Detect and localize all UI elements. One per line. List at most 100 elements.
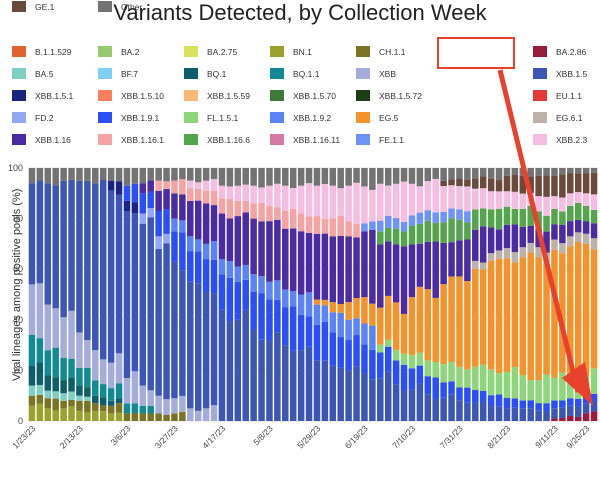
bar-segment-fl-1-5-1	[400, 353, 408, 365]
bar-segment-fe-1-1	[369, 221, 376, 230]
bar-segment-xbb-1-5	[305, 346, 313, 421]
bar-segment-eg-5	[590, 249, 598, 369]
bar-segment-xbb-1-16-1	[171, 180, 178, 194]
bar-segment-xbb-1-9-1	[416, 365, 424, 384]
bar-segment-xbb-1-5	[258, 339, 265, 421]
bar-segment-ch-1-1	[139, 413, 147, 421]
bar-segment-bn-1	[44, 408, 52, 421]
bar-segment-xbb-1-5	[559, 407, 566, 419]
bar-segment-xbb-1-9-1	[329, 332, 337, 366]
bar-segment-bq-1-1	[107, 388, 115, 401]
bar-segment-xbb-1-9-1	[503, 397, 511, 409]
bar-segment-xbb-1-5	[384, 371, 392, 421]
bar-segment-xbb-1-9-2	[171, 218, 178, 232]
annotation-arrow-line	[497, 69, 581, 393]
bar-segment-fe-1-1	[416, 212, 424, 224]
bar-segment-xbb-1-9-1	[535, 403, 542, 411]
bar-segment-xbb-2-3	[187, 180, 194, 189]
bar-segment-other	[337, 168, 344, 189]
bar-segment-fd-2	[139, 213, 147, 224]
bar-segment-xbb-2-3	[543, 196, 550, 216]
bar-segment-xbb-1-5	[155, 248, 162, 396]
bar-segment-bq-1-1	[60, 357, 67, 381]
bar-segment-ch-1-1	[68, 399, 75, 407]
bar-segment-xbb-1-16-6	[511, 208, 519, 225]
bar-segment-xbb-1-16	[313, 233, 321, 300]
y-tick-label: 0	[18, 416, 23, 426]
bar-segment-other	[392, 168, 400, 184]
bar-segment-bn-1	[115, 412, 123, 421]
bar-segment-eg-5	[440, 284, 447, 365]
bar-segment-ch-1-1	[107, 405, 115, 414]
bar-segment-other	[289, 168, 297, 189]
bar-segment-xbb-1-9-1	[543, 403, 550, 412]
legend-label: GE.1	[35, 2, 55, 12]
bar-segment-xbb-1-9-1	[337, 337, 344, 368]
legend-swatch	[270, 68, 284, 79]
legend-label: XBB.1.5.1	[35, 91, 74, 101]
bar-segment-xbb-2-3	[242, 184, 249, 201]
bar-segment-ge-1	[479, 176, 487, 189]
bar-segment-fl-1-5-1	[377, 344, 384, 353]
legend-label: BA.2.75	[207, 47, 238, 57]
legend-label: XBB.1.5.59	[207, 91, 251, 101]
x-tick-label: 4/17/23	[200, 423, 227, 450]
chart-title: Variants Detected, by Collection Week	[113, 0, 487, 25]
bar-segment-eg-5	[345, 302, 352, 320]
bar-segment-other	[28, 168, 36, 184]
bar-segment-ch-1-1	[99, 405, 107, 412]
bar-segment-other	[408, 168, 416, 184]
bar-segment-xbb-1-16	[234, 216, 242, 267]
bar-segment-xbb-1-5	[567, 405, 574, 416]
bar-segment-xbb-2-3	[511, 191, 519, 209]
bar-segment-xbb-1-16	[456, 240, 463, 277]
bar-segment-ch-1-1	[123, 413, 131, 421]
legend-swatch	[270, 90, 284, 101]
bar-segment-xbb-2-3	[345, 185, 352, 222]
bar-segment-xbb-2-3	[416, 186, 424, 213]
y-tick-label: 20	[13, 365, 23, 375]
bar-segment-xbb-1-16-6	[464, 222, 471, 240]
bar-segment-xbb-1-5	[495, 406, 503, 421]
bar-segment-xbb-1-16-6	[432, 222, 439, 242]
bar-segment-xbb-1-9-1	[472, 390, 479, 403]
bar-segment-xbb-1-5-1	[107, 180, 115, 191]
bar-segment-xbb-1-16	[139, 183, 147, 194]
bar-segment-fe-1-1	[424, 210, 432, 221]
bar-segment-ge-1	[551, 175, 558, 197]
bar-segment-xbb-1-16-6	[456, 219, 463, 241]
bar-segment-xbb-1-5	[179, 270, 186, 396]
bar-segment-xbb	[202, 408, 210, 421]
legend-swatch	[184, 134, 198, 145]
bar-segment-ba-5	[76, 395, 83, 401]
bar-segment-xbb-1-16	[495, 229, 503, 251]
bar-segment-xbb-1-9-1	[187, 251, 194, 282]
annotation-arrow-head	[562, 362, 593, 406]
bar-segment-xbb-1-16-6	[495, 208, 503, 230]
bar-segment-xbb-1-16	[519, 226, 527, 248]
bar-segment-xbb-1-9-2	[234, 266, 242, 282]
bar-segment-xbb-1-16	[353, 237, 360, 299]
bar-segment-eg-5	[472, 268, 479, 367]
bar-segment-eg-5	[574, 241, 582, 382]
bar-segment-bq-1	[84, 387, 91, 397]
bar-segment-xbb-1-16-1	[353, 223, 360, 238]
bar-segment-bq-1-1	[139, 405, 147, 414]
bar-segment-bn-1	[92, 410, 99, 421]
legend-label: XBB.1.16.11	[293, 135, 341, 145]
bar-segment-eg-6-1	[472, 260, 479, 269]
bar-segment-xbb-1-16	[361, 231, 368, 298]
bar-segment-other	[297, 168, 305, 186]
bar-segment-xbb-1-5	[36, 180, 44, 284]
bar-segment-xbb-1-9-1	[353, 335, 360, 367]
bar-segment-xbb-2-3	[384, 185, 392, 216]
bar-segment-fe-1-1	[392, 218, 400, 229]
legend-label: XBB.1.16.6	[207, 135, 251, 145]
bar-segment-ge-1	[574, 173, 582, 193]
bar-segment-xbb-1-9-1	[590, 393, 598, 402]
legend-swatch	[533, 90, 547, 101]
legend-swatch	[356, 68, 370, 79]
legend-swatch	[98, 112, 112, 123]
legend-label: XBB.1.9.1	[121, 113, 160, 123]
